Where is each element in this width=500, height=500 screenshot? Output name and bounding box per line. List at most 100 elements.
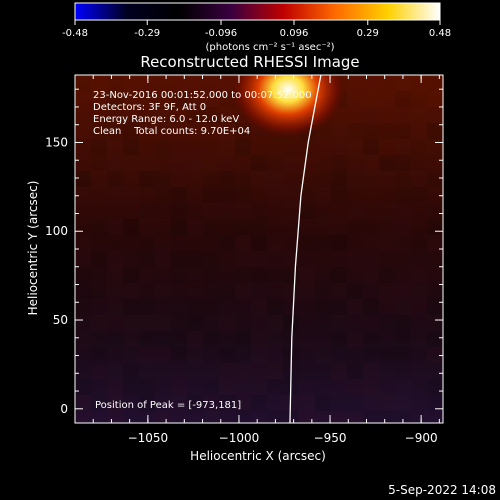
texture-cell	[75, 283, 91, 299]
texture-cell	[203, 75, 219, 91]
texture-cell	[427, 171, 443, 187]
texture-cell	[107, 363, 123, 379]
texture-cell	[139, 315, 155, 331]
texture-cell	[155, 363, 171, 379]
texture-cell	[203, 363, 219, 379]
texture-cell	[363, 267, 379, 283]
colorbar-tick-label: -0.29	[134, 28, 160, 39]
x-axis-label: Heliocentric X (arcsec)	[190, 449, 326, 463]
texture-cell	[379, 283, 395, 299]
texture-cell	[347, 251, 363, 267]
texture-cell	[75, 251, 91, 267]
texture-cell	[395, 411, 411, 423]
texture-cell	[251, 331, 267, 347]
x-tick-label: −1000	[219, 431, 260, 445]
texture-cell	[219, 299, 235, 315]
texture-cell	[91, 283, 107, 299]
texture-cell	[283, 315, 299, 331]
texture-cell	[91, 379, 107, 395]
texture-cell	[411, 155, 427, 171]
texture-cell	[411, 123, 427, 139]
texture-cell	[427, 75, 443, 91]
texture-cell	[123, 251, 139, 267]
texture-cell	[347, 75, 363, 91]
texture-cell	[203, 283, 219, 299]
texture-cell	[283, 331, 299, 347]
texture-cell	[235, 299, 251, 315]
texture-cell	[299, 251, 315, 267]
texture-cell	[91, 123, 107, 139]
texture-cell	[299, 347, 315, 363]
texture-cell	[235, 379, 251, 395]
texture-cell	[379, 139, 395, 155]
texture-cell	[91, 139, 107, 155]
texture-cell	[331, 187, 347, 203]
texture-cell	[379, 75, 395, 91]
texture-cell	[347, 379, 363, 395]
texture-cell	[123, 267, 139, 283]
texture-cell	[187, 331, 203, 347]
texture-cell	[379, 123, 395, 139]
texture-cell	[187, 251, 203, 267]
colorbar-tick-label: 0.29	[357, 28, 379, 39]
texture-cell	[347, 155, 363, 171]
texture-cell	[267, 251, 283, 267]
texture-cell	[267, 283, 283, 299]
texture-cell	[347, 299, 363, 315]
texture-cell	[203, 107, 219, 123]
texture-cell	[347, 363, 363, 379]
texture-cell	[91, 91, 107, 107]
texture-cell	[251, 283, 267, 299]
texture-cell	[155, 283, 171, 299]
texture-cell	[123, 107, 139, 123]
texture-cell	[171, 251, 187, 267]
texture-cell	[187, 203, 203, 219]
texture-cell	[203, 203, 219, 219]
texture-cell	[235, 123, 251, 139]
texture-cell	[427, 379, 443, 395]
texture-cell	[251, 299, 267, 315]
texture-cell	[299, 411, 315, 423]
texture-cell	[267, 203, 283, 219]
texture-cell	[107, 283, 123, 299]
texture-cell	[363, 123, 379, 139]
texture-cell	[91, 155, 107, 171]
x-tick-label: −950	[314, 431, 347, 445]
texture-cell	[171, 283, 187, 299]
texture-cell	[155, 139, 171, 155]
texture-cell	[219, 187, 235, 203]
texture-cell	[219, 267, 235, 283]
texture-cell	[75, 347, 91, 363]
texture-cell	[411, 299, 427, 315]
texture-cell	[347, 219, 363, 235]
texture-cell	[107, 219, 123, 235]
texture-cell	[75, 91, 91, 107]
texture-cell	[427, 267, 443, 283]
texture-cell	[155, 187, 171, 203]
texture-cell	[283, 251, 299, 267]
texture-cell	[75, 411, 91, 423]
texture-cell	[171, 187, 187, 203]
texture-cell	[395, 123, 411, 139]
texture-cell	[107, 139, 123, 155]
texture-cell	[411, 395, 427, 411]
texture-cell	[155, 331, 171, 347]
texture-cell	[331, 203, 347, 219]
texture-cell	[219, 283, 235, 299]
texture-cell	[219, 363, 235, 379]
texture-cell	[267, 171, 283, 187]
texture-cell	[267, 155, 283, 171]
texture-cell	[187, 107, 203, 123]
texture-cell	[187, 283, 203, 299]
texture-cell	[251, 203, 267, 219]
texture-cell	[155, 379, 171, 395]
texture-cell	[331, 411, 347, 423]
texture-cell	[107, 107, 123, 123]
texture-cell	[123, 235, 139, 251]
texture-cell	[91, 219, 107, 235]
texture-cell	[331, 379, 347, 395]
texture-cell	[155, 155, 171, 171]
texture-cell	[171, 219, 187, 235]
texture-cell	[299, 171, 315, 187]
texture-cell	[267, 139, 283, 155]
